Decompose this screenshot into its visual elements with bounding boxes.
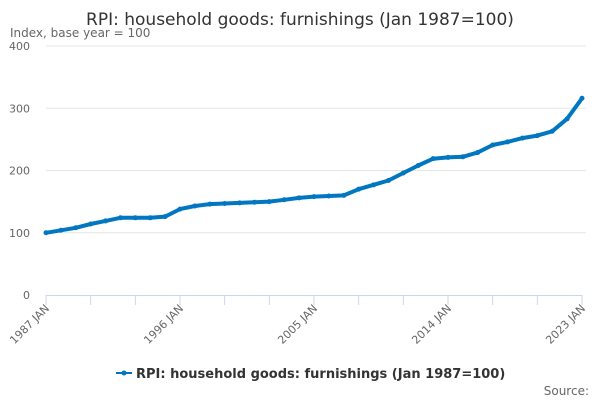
- data-point: [311, 194, 317, 200]
- data-point: [519, 135, 525, 141]
- data-point: [415, 163, 421, 169]
- data-point: [534, 133, 540, 139]
- data-point: [296, 195, 302, 201]
- data-point: [58, 227, 64, 233]
- legend-marker-icon: [121, 370, 127, 376]
- data-point: [385, 177, 391, 183]
- y-tick-label: 100: [9, 227, 30, 240]
- data-point: [564, 116, 570, 122]
- data-point: [88, 221, 94, 227]
- x-tick-label: 2005 JAN: [275, 302, 320, 347]
- data-point: [162, 214, 168, 220]
- data-point: [192, 203, 198, 209]
- data-point: [266, 199, 272, 205]
- data-point: [132, 215, 138, 221]
- data-point: [341, 192, 347, 198]
- y-tick-label: 0: [23, 289, 30, 302]
- data-point: [237, 200, 243, 206]
- chart-title: RPI: household goods: furnishings (Jan 1…: [86, 10, 514, 30]
- x-tick-label: 1996 JAN: [141, 302, 186, 347]
- data-point: [281, 197, 287, 203]
- x-tick-label: 2023 JAN: [543, 302, 588, 347]
- data-point: [505, 139, 511, 145]
- source-label: Source:: [544, 384, 589, 398]
- data-point: [73, 225, 79, 231]
- data-point: [177, 206, 183, 212]
- y-tick-label: 300: [9, 102, 30, 115]
- data-point: [400, 170, 406, 176]
- data-point: [103, 218, 109, 224]
- data-point: [207, 201, 213, 207]
- data-point: [371, 182, 377, 188]
- legend-label: RPI: household goods: furnishings (Jan 1…: [136, 367, 505, 382]
- data-point: [117, 215, 123, 221]
- data-point: [549, 128, 555, 134]
- legend[interactable]: RPI: household goods: furnishings (Jan 1…: [116, 367, 505, 382]
- data-point: [326, 193, 332, 199]
- data-point: [490, 142, 496, 148]
- x-tick-label: 1987 JAN: [7, 302, 52, 347]
- data-point: [445, 154, 451, 160]
- y-tick-label: 200: [9, 165, 30, 178]
- x-tick-label: 2014 JAN: [409, 302, 454, 347]
- data-point: [147, 215, 153, 221]
- series-line: [44, 96, 584, 235]
- data-point: [579, 95, 585, 101]
- data-point: [460, 154, 466, 160]
- data-point: [222, 200, 228, 206]
- data-point: [475, 149, 481, 155]
- chart-subtitle: Index, base year = 100: [10, 26, 150, 40]
- data-point: [430, 156, 436, 162]
- data-point: [356, 186, 362, 192]
- data-point: [251, 199, 257, 205]
- y-tick-label: 400: [9, 40, 30, 53]
- data-point: [43, 230, 49, 236]
